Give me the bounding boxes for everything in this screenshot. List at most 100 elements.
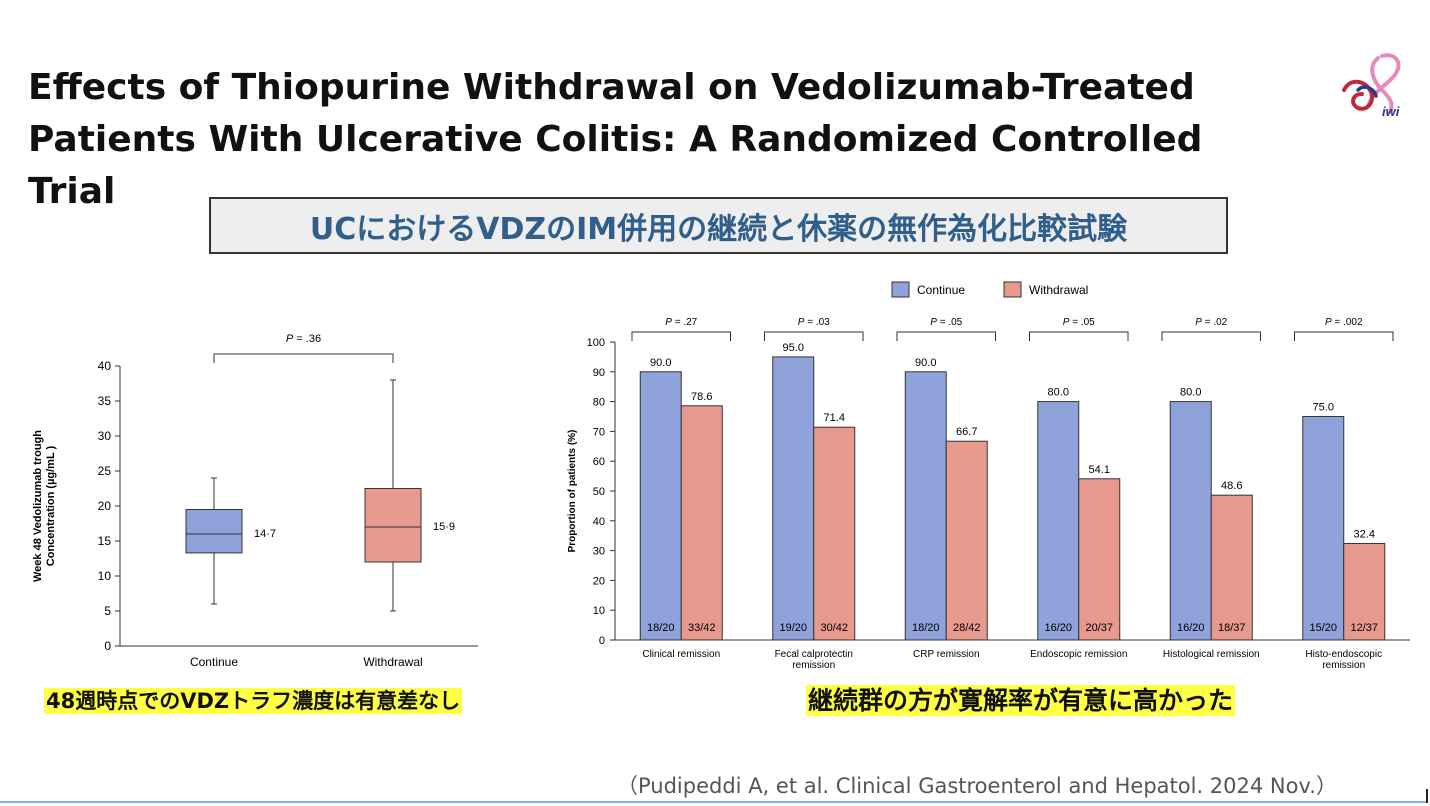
bar-count-label: 18/20 — [647, 622, 675, 634]
bar-continue — [1037, 401, 1080, 641]
y-tick-label: 40 — [98, 359, 112, 373]
bar-count-label: 16/20 — [1044, 622, 1072, 634]
p-value-label: P = .05 — [1063, 317, 1095, 328]
y-tick-label: 90 — [593, 367, 605, 379]
y-tick-label: 10 — [593, 605, 605, 617]
citation: （Pudipeddi A, et al. Clinical Gastroente… — [617, 774, 1337, 798]
bar-count-label: 15/20 — [1309, 622, 1337, 634]
trough-conclusion-note: 48週時点でのVDZトラフ濃度は有意差なし — [44, 688, 463, 715]
bar-withdrawal — [813, 426, 856, 641]
p-value-label: P = .27 — [665, 317, 697, 328]
p-value-bracket — [213, 353, 394, 363]
remission-conclusion-note: 継続群の方が寛解率が有意に高かった — [806, 685, 1236, 717]
bar-value-label: 71.4 — [824, 412, 845, 424]
p-value-label: P = .02 — [1195, 317, 1227, 328]
p-value-bracket — [1294, 331, 1394, 341]
bar-withdrawal — [1078, 478, 1121, 641]
bar-count-label: 18/37 — [1218, 622, 1246, 634]
bar-continue — [639, 371, 682, 641]
x-category-label: Histological remission — [1163, 649, 1260, 660]
y-tick-label: 30 — [593, 546, 605, 558]
box-withdrawal: 15·9 — [364, 379, 455, 612]
legend-swatch-withdrawal — [1003, 281, 1022, 298]
remission-bar-chart: Continue Withdrawal 0 10 20 30 40 50 60 70 80 90 100… — [567, 281, 1410, 671]
y-tick-label: 70 — [593, 426, 605, 438]
bar-value-label: 75.0 — [1313, 402, 1334, 414]
bar-value-label: 80.0 — [1180, 387, 1201, 399]
bar-group: 90.0 18/20 66.7 28/42 — [904, 357, 988, 641]
p-value-label: P = .36 — [286, 333, 321, 345]
box-continue: 14·7 — [185, 477, 276, 605]
bar-count-label: 19/20 — [779, 622, 807, 634]
y-tick-label: 10 — [98, 569, 112, 583]
slide-title-line-1: Effects of Thiopurine Withdrawal on Vedo… — [28, 67, 1195, 108]
legend-label-withdrawal: Withdrawal — [1029, 283, 1088, 297]
x-category-label: Withdrawal — [363, 655, 422, 669]
bar-value-label: 90.0 — [915, 357, 936, 369]
bar-count-label: 20/37 — [1085, 622, 1113, 634]
bar-withdrawal — [680, 405, 723, 641]
y-tick-label: 40 — [593, 516, 605, 528]
bar-continue — [904, 371, 947, 641]
bar-value-label: 78.6 — [691, 391, 712, 403]
bar-continue — [1169, 401, 1212, 641]
bar-continue — [772, 356, 815, 641]
bar-group: 95.0 19/20 71.4 30/42 — [772, 342, 856, 641]
box-value-label: 14·7 — [254, 528, 276, 540]
y-tick-label: 60 — [593, 456, 605, 468]
bar-withdrawal — [1210, 494, 1253, 641]
bar-value-label: 95.0 — [783, 342, 804, 354]
p-value-label: P = .002 — [1325, 317, 1363, 328]
box-iqr — [364, 488, 422, 563]
x-category-label: CRP remission — [913, 649, 980, 660]
x-category-label: Clinical remission — [642, 649, 720, 660]
legend-swatch-continue — [891, 281, 910, 298]
box-iqr — [185, 509, 243, 554]
p-value-bracket — [896, 331, 996, 341]
p-value-label: P = .05 — [930, 317, 962, 328]
bar-value-label: 54.1 — [1089, 464, 1110, 476]
bar-withdrawal — [945, 440, 988, 641]
p-value-bracket — [764, 331, 864, 341]
subtitle-text: UCにおけるVDZのIM併用の継続と休薬の無作為化比較試験 — [309, 211, 1128, 247]
y-tick-label: 30 — [98, 429, 112, 443]
x-category-label: Continue — [190, 655, 238, 669]
x-category-label: Endoscopic remission — [1030, 649, 1127, 660]
bar-count-label: 30/42 — [820, 622, 848, 634]
subtitle-box: UCにおけるVDZのIM併用の継続と休薬の無作為化比較試験 — [209, 197, 1228, 254]
logo-text: iwi — [1382, 104, 1400, 119]
bar-value-label: 66.7 — [956, 426, 977, 438]
bar-group: 75.0 15/20 32.4 12/37 — [1302, 402, 1386, 641]
bar-count-label: 12/37 — [1350, 622, 1378, 634]
bar-value-label: 32.4 — [1354, 528, 1375, 540]
y-tick-label: 15 — [98, 534, 112, 548]
corner-mark — [1426, 789, 1428, 803]
bar-group: 90.0 18/20 78.6 33/42 — [639, 357, 723, 641]
y-tick-label: 5 — [104, 604, 111, 618]
y-tick-label: 20 — [593, 575, 605, 587]
x-category-label: Fecal calprotectin remission — [775, 649, 853, 671]
p-value-bracket — [1161, 331, 1261, 341]
y-tick-label: 50 — [593, 486, 605, 498]
ribbon-logo-icon: iwi — [1342, 53, 1401, 119]
slide-title: Effects of Thiopurine Withdrawal on Vedo… — [28, 62, 1288, 218]
bar-value-label: 48.6 — [1221, 480, 1242, 492]
y-tick-label: 25 — [98, 464, 112, 478]
p-value-bracket — [631, 331, 731, 341]
bar-continue — [1302, 416, 1345, 641]
y-tick-label: 0 — [599, 635, 605, 647]
bar-value-label: 80.0 — [1048, 387, 1069, 399]
y-tick-label: 100 — [587, 337, 605, 349]
slide-title-line-2: Patients With Ulcerative Colitis: A Rand… — [28, 119, 1203, 212]
bar-count-label: 18/20 — [912, 622, 940, 634]
y-tick-label: 80 — [593, 397, 605, 409]
y-axis-label: Proportion of patients (%) — [567, 430, 578, 553]
footer-divider — [0, 801, 1428, 803]
bar-count-label: 16/20 — [1177, 622, 1205, 634]
y-tick-label: 20 — [98, 499, 112, 513]
box-value-label: 15·9 — [433, 521, 455, 533]
bar-withdrawal — [1343, 542, 1386, 641]
bar-count-label: 33/42 — [688, 622, 716, 634]
y-tick-label: 35 — [98, 394, 112, 408]
trough-concentration-box-plot: 0 5 10 15 20 25 30 35 40 Week 48 Vedolizumab trou… — [32, 333, 478, 669]
